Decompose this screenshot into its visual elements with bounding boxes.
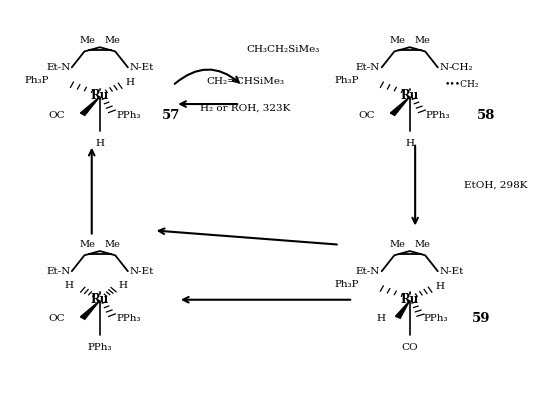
Text: H: H — [126, 78, 135, 87]
Text: OC: OC — [358, 111, 375, 119]
Text: Me: Me — [415, 36, 430, 45]
Text: CH₂=CHSiMe₃: CH₂=CHSiMe₃ — [206, 77, 284, 86]
Text: Me: Me — [104, 36, 120, 45]
Text: 57: 57 — [162, 109, 180, 121]
Text: Me: Me — [415, 240, 430, 249]
Text: Et-N: Et-N — [356, 267, 380, 276]
Text: Me: Me — [389, 240, 405, 249]
Text: CO: CO — [402, 342, 418, 352]
Text: H: H — [436, 282, 444, 291]
Text: OC: OC — [48, 111, 65, 119]
Text: Et-N: Et-N — [46, 63, 70, 72]
Text: Ru: Ru — [400, 89, 419, 102]
Text: H: H — [95, 139, 104, 148]
Text: Ph₃P: Ph₃P — [334, 76, 359, 85]
Text: H: H — [405, 139, 414, 148]
Text: Me: Me — [79, 240, 95, 249]
Text: OC: OC — [48, 314, 65, 323]
Polygon shape — [390, 97, 410, 116]
Text: H: H — [119, 281, 128, 290]
Text: PPh₃: PPh₃ — [116, 111, 140, 119]
Text: N-Et: N-Et — [129, 63, 153, 72]
Text: Et-N: Et-N — [356, 63, 380, 72]
Text: H: H — [65, 281, 74, 290]
Text: -CH₂: -CH₂ — [449, 63, 474, 72]
Text: Ph₃P: Ph₃P — [334, 280, 359, 289]
Polygon shape — [80, 300, 100, 319]
Text: Me: Me — [389, 36, 405, 45]
Polygon shape — [80, 97, 100, 116]
Text: Ru: Ru — [400, 293, 419, 306]
Text: CH₃CH₂SiMe₃: CH₃CH₂SiMe₃ — [246, 45, 320, 54]
Text: 59: 59 — [472, 312, 490, 325]
Text: EtOH, 298K: EtOH, 298K — [464, 181, 527, 190]
Text: PPh₃: PPh₃ — [116, 314, 140, 323]
Text: PPh₃: PPh₃ — [87, 342, 112, 352]
Text: PPh₃: PPh₃ — [426, 111, 450, 119]
Text: Ph₃P: Ph₃P — [24, 76, 48, 85]
Text: N: N — [439, 63, 448, 72]
Text: PPh₃: PPh₃ — [424, 314, 448, 323]
Text: Me: Me — [79, 36, 95, 45]
Text: 58: 58 — [477, 109, 496, 121]
Text: N-Et: N-Et — [439, 267, 464, 276]
Text: Me: Me — [104, 240, 120, 249]
Polygon shape — [395, 300, 410, 318]
Text: H: H — [377, 314, 386, 323]
Text: N-Et: N-Et — [129, 267, 153, 276]
Text: H₂ or ROH, 323K: H₂ or ROH, 323K — [200, 104, 290, 113]
Text: •••CH₂: •••CH₂ — [445, 80, 479, 89]
Text: Et-N: Et-N — [46, 267, 70, 276]
Text: Ru: Ru — [91, 293, 109, 306]
Text: Ru: Ru — [91, 89, 109, 102]
